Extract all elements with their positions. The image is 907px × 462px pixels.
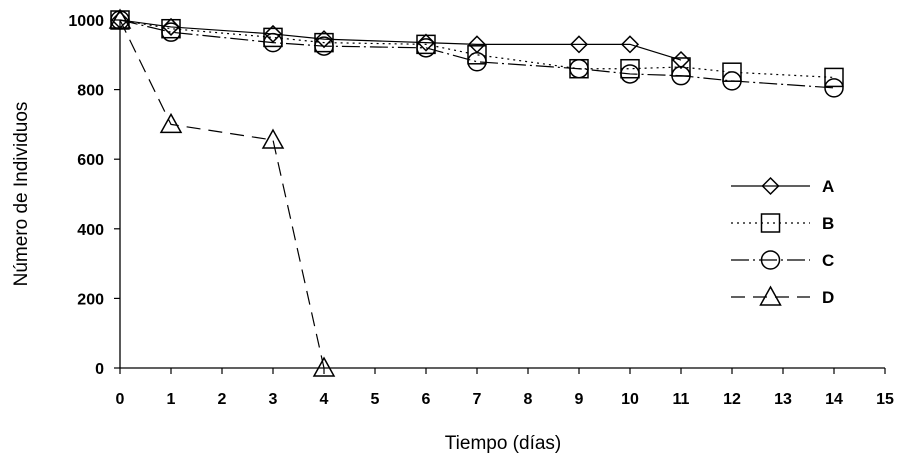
series-d-point [159,112,183,134]
axes [119,20,885,369]
series-c-point [161,22,181,42]
legend-marker-b [760,213,781,233]
y-tick-label: 400 [77,222,104,239]
legend-item-a: A [731,176,834,196]
x-tick-label: 2 [218,391,227,408]
x-tick-label: 15 [876,391,894,408]
y-tick-label: 0 [95,361,104,378]
series-c-point [467,52,487,72]
x-tick-label: 1 [167,391,176,408]
y-axis-title: Número de Individuos [11,102,32,287]
series-c [110,10,844,98]
series-c-point [824,78,844,98]
legend-item-d: D [731,285,834,307]
legend-item-b: B [731,213,834,233]
series-b-point [467,45,487,65]
legend-marker-a [761,176,780,196]
y-tick-label: 600 [77,152,104,169]
series-d-line [119,19,325,369]
series-d [108,8,336,377]
series-a-point [620,35,640,54]
legend-marker-d [759,285,782,306]
legend-marker-c [760,250,781,270]
series-c-point [671,65,691,86]
y-axis-ticks: 0 200 400 600 800 1000 [68,13,120,378]
x-tick-label: 10 [621,391,639,408]
x-tick-label: 14 [825,391,843,408]
legend-label-c: C [822,251,834,270]
series-c-point [569,58,589,79]
legend-label-b: B [822,214,834,233]
legend-item-c: C [731,250,834,270]
series-c-point [416,38,436,58]
series-b [110,10,844,88]
y-tick-label: 1000 [68,13,104,30]
x-tick-label: 0 [116,391,125,408]
series-c-line [119,19,835,89]
x-axis-ticks: 0 1 2 3 4 5 6 7 8 9 10 11 12 13 14 15 [116,368,894,408]
x-tick-label: 11 [673,391,690,408]
x-tick-label: 3 [269,391,278,408]
x-tick-label: 9 [575,391,584,408]
series-a [110,10,691,70]
series-d-point [108,8,132,29]
legend-label-d: D [822,288,834,307]
series-a-point [263,24,283,43]
x-tick-label: 13 [774,391,792,408]
series-b-point [263,27,283,48]
series-a-point [569,35,589,54]
series-a-point [314,30,334,49]
series-c-point [314,36,334,56]
series-c-point [263,32,283,53]
series-b-point [620,58,640,79]
x-tick-label: 7 [473,391,482,408]
series-a-line [119,19,682,61]
series-c-point [722,71,742,91]
series-c-point [620,64,640,84]
series-d-point [261,128,285,149]
x-axis-title: Tiempo (días) [445,433,562,454]
x-tick-label: 6 [422,391,431,408]
series-layer [108,8,844,377]
x-tick-label: 8 [524,391,533,408]
x-tick-label: 4 [320,391,329,408]
x-tick-label: 12 [723,391,741,408]
series-d-point [312,356,336,377]
y-tick-label: 200 [77,291,104,308]
series-b-point [824,67,844,88]
x-tick-label: 5 [371,391,380,408]
legend-label-a: A [822,177,834,196]
y-tick-label: 800 [77,83,104,100]
series-b-line [119,19,835,79]
